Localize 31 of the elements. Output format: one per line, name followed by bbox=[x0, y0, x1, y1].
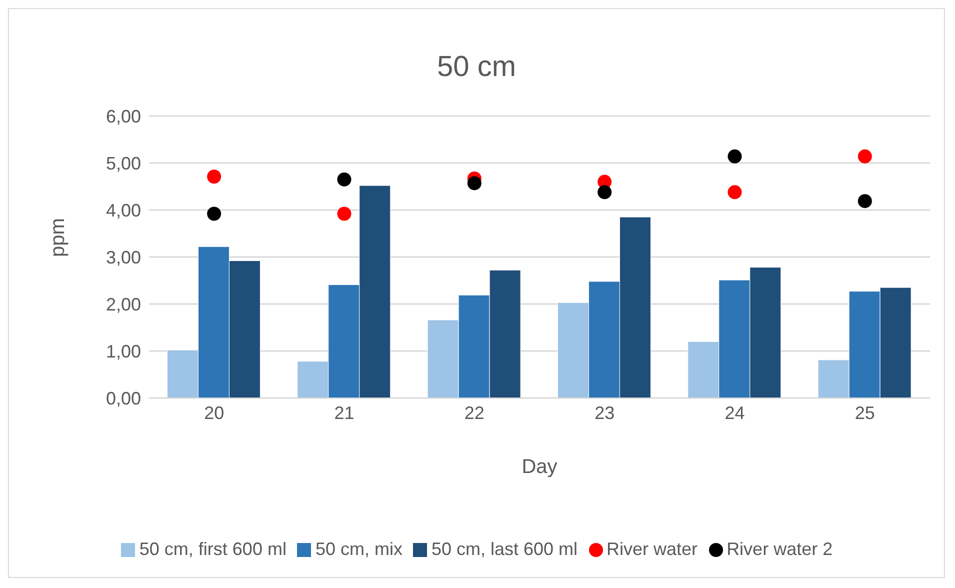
chart-title: 50 cm bbox=[436, 51, 517, 84]
y-axis-title: ppm bbox=[47, 218, 70, 257]
point bbox=[337, 172, 352, 186]
point bbox=[467, 176, 482, 190]
legend-label: 50 cm, mix bbox=[315, 539, 402, 560]
x-tick-label: 21 bbox=[334, 402, 354, 423]
point bbox=[728, 149, 742, 164]
y-tick-label: 1,00 bbox=[106, 341, 141, 362]
point bbox=[858, 194, 872, 208]
y-tick-label: 4,00 bbox=[106, 200, 141, 220]
x-tick-label: 20 bbox=[204, 402, 224, 423]
point bbox=[598, 185, 612, 200]
y-tick-label: 5,00 bbox=[106, 153, 141, 174]
x-tick-label: 25 bbox=[854, 402, 875, 423]
legend-label: 50 cm, first 600 ml bbox=[139, 539, 286, 560]
legend-label: River water bbox=[606, 539, 698, 560]
x-tick-label: 23 bbox=[594, 402, 615, 423]
y-tick-label: 3,00 bbox=[106, 247, 141, 268]
x-tick-label: 22 bbox=[464, 402, 484, 423]
point bbox=[207, 206, 222, 221]
legend-label: River water 2 bbox=[726, 539, 833, 560]
point bbox=[337, 206, 352, 221]
point bbox=[207, 170, 222, 184]
point bbox=[728, 185, 742, 200]
y-tick-label: 0,00 bbox=[106, 388, 141, 408]
x-axis-title: Day bbox=[522, 456, 558, 478]
y-tick-label: 2,00 bbox=[106, 294, 141, 314]
point bbox=[858, 149, 872, 164]
x-tick-label: 24 bbox=[724, 402, 745, 423]
y-tick-label: 6,00 bbox=[106, 106, 141, 126]
legend-label: 50 cm, last 600 ml bbox=[431, 539, 578, 560]
